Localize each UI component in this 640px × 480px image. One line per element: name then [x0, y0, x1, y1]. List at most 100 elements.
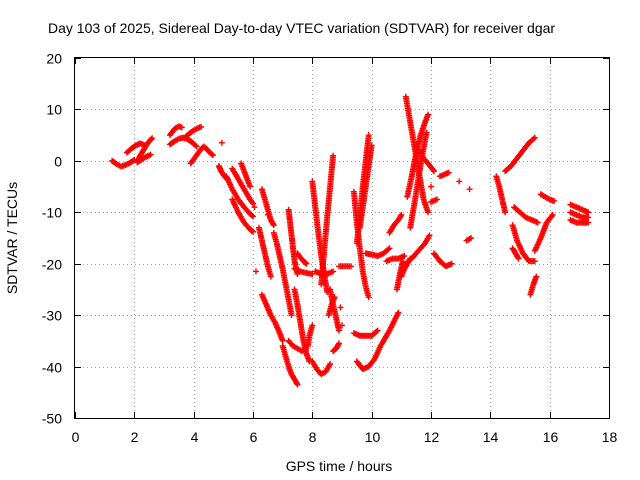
data-point	[398, 211, 405, 218]
data-point	[425, 209, 432, 216]
data-point	[293, 380, 300, 387]
grid-lines	[75, 58, 609, 418]
y-tick-label: -30	[42, 308, 62, 324]
data-point	[193, 143, 200, 150]
data-point	[335, 341, 342, 348]
y-tick-label: -50	[42, 411, 62, 427]
data-point	[395, 309, 402, 316]
data-point	[534, 219, 541, 226]
data-point	[198, 123, 205, 130]
data-point	[249, 227, 256, 234]
data-point	[406, 256, 413, 263]
chart-title: Day 103 of 2025, Sidereal Day-to-day VTE…	[48, 20, 555, 36]
y-tick-labels: -50 -40 -30 -20 -10 0 10 20	[42, 51, 62, 427]
data-point	[149, 135, 156, 142]
data-point	[373, 328, 380, 335]
axis-ticks	[75, 58, 610, 419]
data-point	[368, 142, 375, 149]
data-point	[502, 209, 509, 216]
x-tick-label: 12	[424, 429, 440, 445]
x-tick-label: 0	[72, 429, 80, 445]
data-point	[252, 268, 259, 275]
data-point	[192, 142, 199, 149]
data-point	[386, 245, 393, 252]
data-point	[330, 268, 337, 275]
data-point	[302, 259, 309, 266]
data-point	[330, 152, 337, 159]
data-point	[294, 381, 301, 388]
data-point	[423, 129, 430, 136]
data-point	[288, 312, 295, 319]
data-point	[549, 211, 556, 218]
data-point	[515, 255, 522, 262]
plot-frame	[74, 57, 610, 419]
y-tick-label: 10	[46, 102, 62, 118]
data-point	[466, 186, 473, 193]
data-point	[430, 168, 437, 175]
data-point	[514, 254, 521, 261]
data-point	[397, 213, 404, 220]
y-tick-label: -40	[42, 360, 62, 376]
data-point	[445, 169, 452, 176]
data-point	[585, 214, 592, 221]
data-point	[337, 304, 344, 311]
x-tick-label: 18	[602, 429, 618, 445]
x-tick-labels: 0 2 4 6 8 10 12 14 16 18	[72, 429, 618, 445]
data-point	[279, 337, 286, 344]
data-point	[401, 253, 408, 259]
data-point	[309, 322, 316, 329]
data-point	[407, 255, 414, 262]
data-point	[339, 322, 345, 329]
x-tick-label: 10	[365, 429, 381, 445]
x-tick-label: 16	[543, 429, 559, 445]
y-tick-label: -10	[42, 205, 62, 221]
data-point	[399, 258, 406, 265]
data-point	[548, 213, 555, 220]
data-point	[250, 213, 256, 220]
data-point	[147, 151, 154, 158]
data-point	[347, 263, 354, 270]
data-point	[531, 258, 538, 265]
data-point	[208, 151, 215, 158]
data-point	[267, 273, 274, 280]
data-point	[336, 340, 343, 347]
data-point	[365, 132, 372, 139]
data-markers	[109, 93, 592, 388]
data-point	[456, 178, 463, 185]
data-point	[331, 294, 338, 301]
data-point	[250, 200, 256, 207]
y-tick-label: 0	[54, 154, 62, 170]
data-point	[433, 196, 440, 203]
x-axis-title: GPS time / hours	[286, 458, 393, 474]
data-point	[448, 260, 455, 267]
data-point	[251, 204, 258, 211]
data-point	[531, 134, 538, 141]
y-tick-label: 20	[46, 51, 62, 67]
data-point	[249, 212, 256, 219]
x-tick-label: 4	[191, 429, 199, 445]
data-point	[429, 166, 436, 173]
data-point	[585, 209, 592, 216]
data-point	[270, 222, 277, 229]
data-point	[178, 124, 185, 131]
data-point	[530, 135, 537, 142]
data-point	[385, 246, 392, 253]
data-point	[218, 139, 225, 146]
data-point	[533, 273, 540, 280]
data-point	[264, 211, 271, 218]
data-point	[425, 111, 432, 118]
x-tick-label: 14	[483, 429, 499, 445]
data-point	[428, 183, 434, 190]
data-point	[303, 260, 310, 267]
data-point	[468, 235, 475, 241]
y-axis-title: SDTVAR / TECUs	[4, 182, 20, 294]
y-tick-label: -20	[42, 257, 62, 273]
data-point	[426, 232, 433, 239]
x-tick-label: 6	[250, 429, 258, 445]
data-point	[585, 219, 592, 226]
data-point	[374, 327, 381, 334]
x-tick-label: 8	[309, 429, 317, 445]
data-point	[365, 294, 372, 301]
data-point	[551, 197, 558, 204]
